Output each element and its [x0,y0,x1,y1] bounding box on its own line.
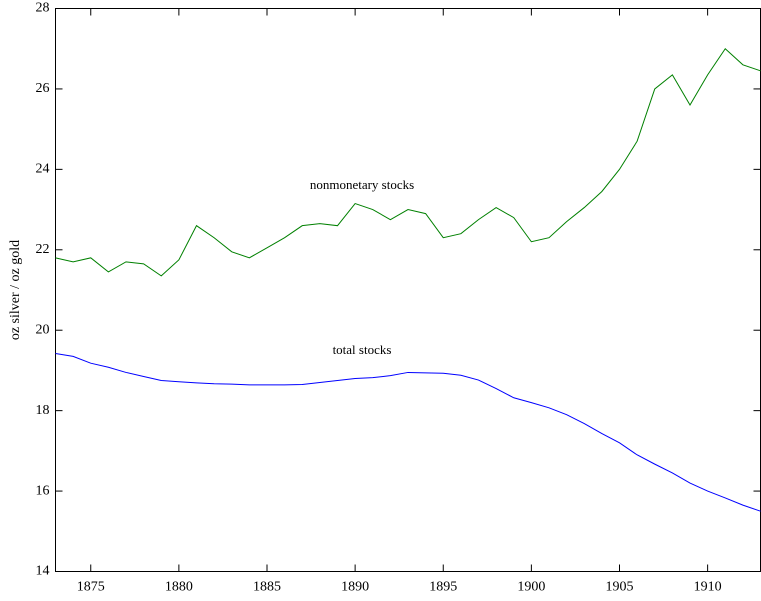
y-tick-label: 22 [36,242,50,257]
x-tick-label: 1910 [694,580,722,595]
y-tick-label: 28 [36,1,50,16]
y-tick-label: 14 [36,564,50,579]
annotation: total stocks [333,342,392,357]
x-tick-label: 1875 [77,580,105,595]
y-tick-label: 18 [36,403,50,418]
plot-frame [55,8,761,572]
line-series [55,47,761,277]
x-tick-label: 1890 [341,580,369,595]
annotation: nonmonetary stocks [310,177,414,192]
line-series [55,353,761,512]
y-tick-label: 16 [36,483,50,498]
x-tick-label: 1880 [165,580,193,595]
x-tick-label: 1885 [253,580,281,595]
y-tick-label: 24 [36,162,50,177]
x-tick-label: 1900 [517,580,545,595]
y-tick-label: 26 [36,81,50,96]
x-tick-label: 1905 [606,580,634,595]
y-axis-label: oz silver / oz gold [8,240,23,340]
x-tick-label: 1895 [429,580,457,595]
y-tick-label: 20 [36,322,50,337]
